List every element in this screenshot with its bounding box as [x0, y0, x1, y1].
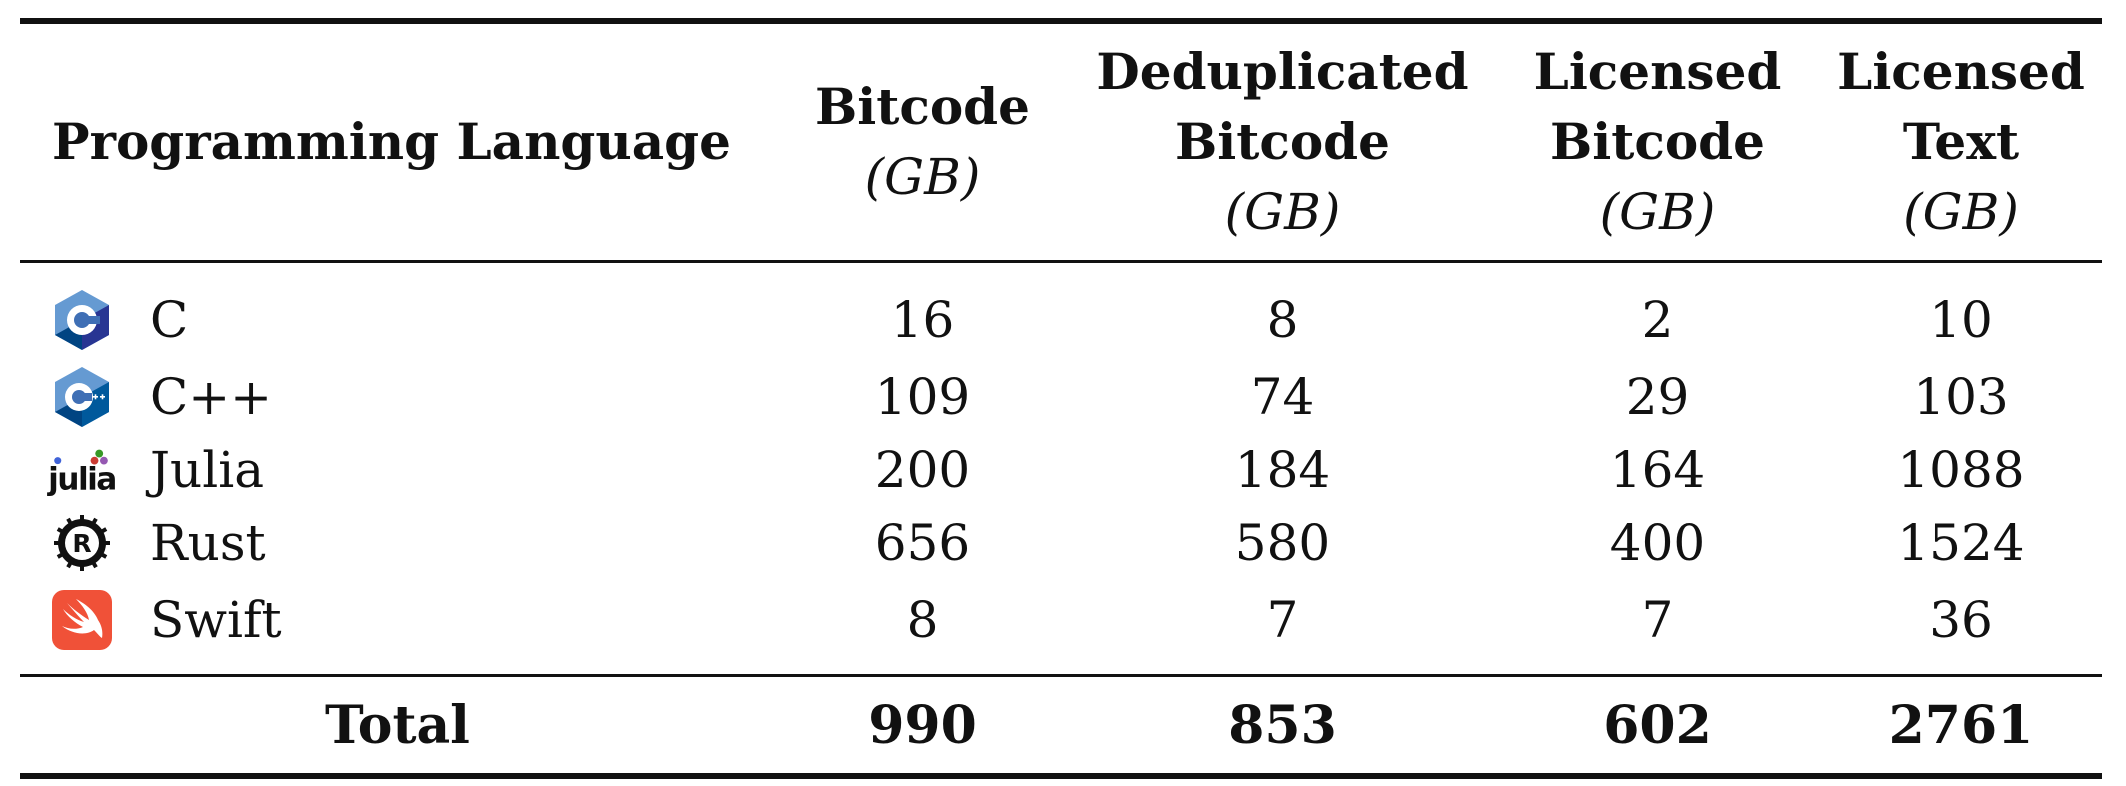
- dedup-cell: 7: [1266, 590, 1299, 649]
- header-lic-bitcode-line2: Bitcode: [1550, 112, 1765, 171]
- header-dedup-unit: (GB): [1224, 183, 1341, 241]
- table-row: Swift 8 7 7 36: [20, 579, 2102, 676]
- header-dedup-line2: Bitcode: [1175, 112, 1390, 171]
- dedup-cell: 580: [1234, 513, 1331, 572]
- licensed-bitcode-cell: 7: [1641, 590, 1674, 649]
- svg-text:julia: julia: [46, 461, 116, 497]
- language-name: Swift: [150, 590, 282, 649]
- licensed-text-cell: 36: [1929, 590, 1993, 649]
- header-bitcode-line1: Bitcode: [815, 77, 1030, 136]
- licensed-bitcode-cell: 2: [1641, 290, 1674, 349]
- julia-logo-icon: julia: [46, 438, 118, 502]
- c-language-icon: [46, 288, 118, 352]
- header-lic-text-unit: (GB): [1903, 183, 2019, 241]
- table-row: R Rust 656 580 400 1524: [20, 506, 2102, 579]
- language-name: Rust: [150, 513, 266, 572]
- header-licensed-text: Licensed Text (GB): [1820, 18, 2102, 263]
- licensed-bitcode-cell: 400: [1609, 513, 1706, 572]
- swift-logo-icon: [46, 588, 118, 652]
- licensed-bitcode-cell: 29: [1625, 367, 1690, 426]
- table-body: C 16 8 2 10: [20, 262, 2102, 676]
- table-footer: Total 990 853 602 2761: [20, 674, 2102, 779]
- total-dedup: 853: [1070, 674, 1495, 779]
- dataset-size-table: Programming Language Bitcode (GB) Dedupl…: [20, 18, 2102, 779]
- header-programming-language: Programming Language: [20, 18, 775, 263]
- total-label: Total: [20, 674, 775, 779]
- bitcode-cell: 109: [874, 367, 971, 426]
- language-cell: R Rust: [20, 506, 775, 579]
- dedup-cell: 8: [1266, 290, 1299, 349]
- header-lic-bitcode-line1: Licensed: [1533, 42, 1782, 101]
- total-row: Total 990 853 602 2761: [20, 674, 2102, 779]
- table-row: julia Julia 200 184 164 1088: [20, 433, 2102, 506]
- licensed-text-cell: 103: [1913, 367, 2009, 426]
- rust-logo-icon: R: [46, 511, 118, 575]
- licensed-text-cell: 1088: [1897, 440, 2025, 499]
- table-row: C++ 109 74 29 103: [20, 360, 2102, 433]
- header-licensed-bitcode: Licensed Bitcode (GB): [1495, 18, 1820, 263]
- dedup-cell: 74: [1250, 367, 1315, 426]
- bitcode-cell: 656: [874, 513, 971, 572]
- header-bitcode: Bitcode (GB): [775, 18, 1070, 263]
- language-name: C++: [150, 367, 273, 426]
- header-lic-text-line2: Text: [1902, 112, 2020, 171]
- header-lic-text-line1: Licensed: [1837, 42, 2085, 101]
- table-header: Programming Language Bitcode (GB) Dedupl…: [20, 18, 2102, 263]
- bitcode-cell: 200: [874, 440, 971, 499]
- table-row: C 16 8 2 10: [20, 262, 2102, 361]
- bitcode-cell: 16: [890, 290, 955, 349]
- header-deduplicated-bitcode: Deduplicated Bitcode (GB): [1070, 18, 1495, 263]
- language-name: Julia: [150, 440, 265, 499]
- language-cell: C++: [20, 360, 775, 433]
- language-name: C: [150, 290, 189, 349]
- language-cell: julia Julia: [20, 433, 775, 506]
- language-cell: Swift: [20, 579, 775, 676]
- header-dedup-line1: Deduplicated: [1096, 42, 1469, 101]
- licensed-bitcode-cell: 164: [1609, 440, 1706, 499]
- header-lic-bitcode-unit: (GB): [1599, 183, 1716, 241]
- licensed-text-cell: 10: [1929, 290, 1993, 349]
- cpp-language-icon: [46, 365, 118, 429]
- bitcode-cell: 8: [906, 590, 939, 649]
- total-licensed-bitcode: 602: [1495, 674, 1820, 779]
- language-cell: C: [20, 262, 775, 361]
- total-bitcode: 990: [775, 674, 1070, 779]
- header-row: Programming Language Bitcode (GB) Dedupl…: [20, 18, 2102, 263]
- dedup-cell: 184: [1234, 440, 1331, 499]
- header-bitcode-unit: (GB): [864, 148, 981, 206]
- licensed-text-cell: 1524: [1897, 513, 2025, 572]
- svg-text:R: R: [72, 529, 91, 558]
- total-licensed-text: 2761: [1820, 674, 2102, 779]
- data-table-container: Programming Language Bitcode (GB) Dedupl…: [20, 18, 2102, 779]
